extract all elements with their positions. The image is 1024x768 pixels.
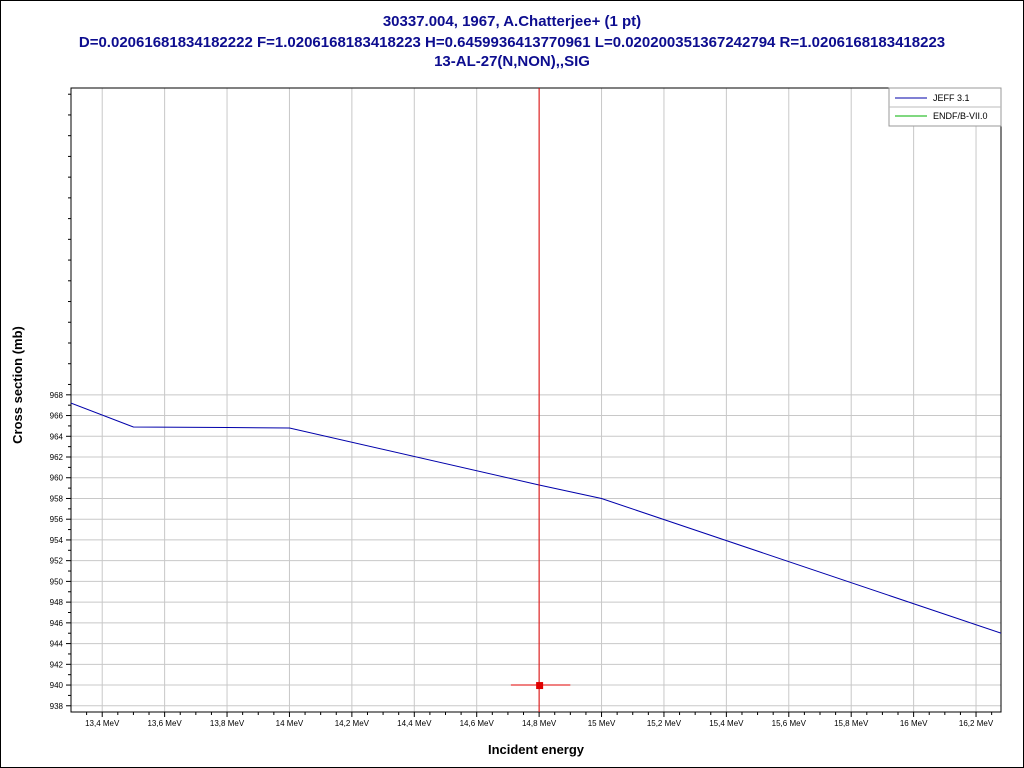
y-tick-label: 958 <box>50 494 64 503</box>
y-tick-label: 960 <box>50 474 64 483</box>
x-tick-label: 13,4 MeV <box>85 719 120 728</box>
chart-title-line-2: D=0.02061681834182222 F=1.02061681834182… <box>78 34 946 51</box>
x-tick-label: 15,6 MeV <box>772 719 807 728</box>
experiment-data-point <box>536 682 544 690</box>
chart-title-line-3: 13-AL-27(N,NON),,SIG <box>434 53 590 70</box>
y-tick-label: 962 <box>50 453 64 462</box>
y-axis-title: Cross section (mb) <box>10 326 25 444</box>
series-line-jeff-3-1 <box>71 402 1001 634</box>
x-tick-label: 15,4 MeV <box>709 719 744 728</box>
x-tick-label: 15,8 MeV <box>834 719 869 728</box>
x-tick-label: 16,2 MeV <box>959 719 994 728</box>
x-tick-label: 13,8 MeV <box>210 719 245 728</box>
x-tick-label: 14 MeV <box>276 719 304 728</box>
chart-title-line-1: 30337.004, 1967, A.Chatterjee+ (1 pt) <box>382 13 642 30</box>
x-tick-label: 16 MeV <box>900 719 928 728</box>
legend-label: ENDF/B-VII.0 <box>933 111 988 121</box>
y-tick-label: 968 <box>50 391 64 400</box>
experimental-data <box>510 88 571 712</box>
x-tick-label: 14,2 MeV <box>335 719 370 728</box>
y-tick-label: 952 <box>50 557 64 566</box>
plot-area <box>70 87 1002 713</box>
y-tick-label: 954 <box>50 536 64 545</box>
y-tick-label: 940 <box>50 681 64 690</box>
y-tick-label: 942 <box>50 660 64 669</box>
y-tick-label: 966 <box>50 412 64 421</box>
x-tick-label: 14,8 MeV <box>522 719 557 728</box>
y-tick-label: 964 <box>50 432 64 441</box>
y-tick-label: 950 <box>50 577 64 586</box>
x-tick-label: 14,4 MeV <box>397 719 432 728</box>
y-tick-label: 938 <box>50 702 64 711</box>
legend-label: JEFF 3.1 <box>933 93 970 103</box>
y-tick-label: 948 <box>50 598 64 607</box>
x-axis-title: Incident energy <box>488 742 585 757</box>
x-tick-label: 15,2 MeV <box>647 719 682 728</box>
y-tick-label: 946 <box>50 619 64 628</box>
grid-lines <box>71 88 1001 712</box>
x-tick-label: 15 MeV <box>588 719 616 728</box>
y-tick-label: 944 <box>50 640 64 649</box>
legend: JEFF 3.1 ENDF/B-VII.0 <box>888 87 1002 127</box>
y-tick-label: 956 <box>50 515 64 524</box>
x-tick-label: 14,6 MeV <box>460 719 495 728</box>
x-tick-label: 13,6 MeV <box>147 719 182 728</box>
data-series <box>71 402 1001 634</box>
axis-ticks: 13,4 MeV 13,6 MeV 13,8 MeV 14 MeV 14,2 MeV 14… <box>50 93 994 728</box>
